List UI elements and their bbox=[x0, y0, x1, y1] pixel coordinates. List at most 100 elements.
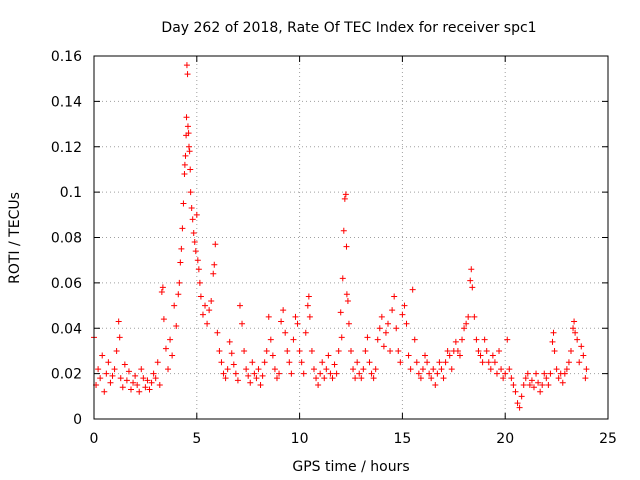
data-point bbox=[516, 404, 523, 411]
data-point bbox=[180, 200, 187, 207]
data-point bbox=[559, 379, 566, 386]
data-point bbox=[123, 377, 130, 384]
data-point bbox=[341, 195, 348, 202]
data-point bbox=[382, 329, 389, 336]
data-point bbox=[576, 359, 583, 366]
data-point bbox=[152, 375, 159, 382]
data-point bbox=[142, 384, 149, 391]
data-point bbox=[583, 366, 590, 373]
data-point bbox=[321, 375, 328, 382]
data-point bbox=[399, 311, 406, 318]
data-point bbox=[306, 313, 313, 320]
data-point bbox=[426, 370, 433, 377]
data-point bbox=[148, 379, 155, 386]
data-point bbox=[234, 377, 241, 384]
data-point bbox=[125, 368, 132, 375]
data-point bbox=[339, 275, 346, 282]
data-point bbox=[393, 325, 400, 332]
data-point bbox=[247, 379, 254, 386]
data-point bbox=[196, 279, 203, 286]
data-point bbox=[553, 366, 560, 373]
data-point bbox=[549, 338, 556, 345]
data-point bbox=[169, 352, 176, 359]
data-point bbox=[282, 329, 289, 336]
data-point bbox=[194, 257, 201, 264]
data-point bbox=[165, 366, 172, 373]
y-tick-label: 0.08 bbox=[51, 231, 82, 247]
data-point bbox=[150, 370, 157, 377]
data-point bbox=[401, 302, 408, 309]
data-point bbox=[374, 336, 381, 343]
data-point bbox=[491, 359, 498, 366]
data-point bbox=[188, 205, 195, 212]
data-point bbox=[99, 352, 106, 359]
data-point bbox=[514, 400, 521, 407]
data-point bbox=[530, 384, 537, 391]
data-point bbox=[539, 381, 546, 388]
data-point bbox=[220, 370, 227, 377]
data-point bbox=[489, 352, 496, 359]
data-point bbox=[182, 152, 189, 159]
data-point bbox=[317, 370, 324, 377]
data-point bbox=[193, 211, 200, 218]
data-point bbox=[333, 370, 340, 377]
data-point bbox=[550, 329, 557, 336]
data-point bbox=[286, 359, 293, 366]
y-tick-label: 0.12 bbox=[51, 140, 82, 156]
data-point bbox=[228, 350, 235, 357]
data-point bbox=[171, 302, 178, 309]
data-point bbox=[364, 334, 371, 341]
data-point bbox=[372, 366, 379, 373]
data-point bbox=[95, 366, 102, 373]
data-point bbox=[197, 293, 204, 300]
data-point bbox=[130, 379, 137, 386]
data-point bbox=[475, 347, 482, 354]
data-point bbox=[184, 123, 191, 130]
x-tick-label: 10 bbox=[291, 431, 309, 447]
data-point bbox=[403, 320, 410, 327]
data-point bbox=[413, 359, 420, 366]
data-point bbox=[128, 386, 135, 393]
data-point bbox=[167, 336, 174, 343]
data-point bbox=[477, 352, 484, 359]
data-point bbox=[296, 347, 303, 354]
data-point bbox=[508, 375, 515, 382]
data-point bbox=[571, 318, 578, 325]
data-point bbox=[512, 388, 519, 395]
data-point bbox=[105, 359, 112, 366]
grid-lines bbox=[94, 56, 608, 419]
data-point bbox=[117, 375, 124, 382]
data-point bbox=[107, 379, 114, 386]
data-point bbox=[276, 370, 283, 377]
data-point bbox=[267, 336, 274, 343]
data-point bbox=[298, 359, 305, 366]
data-point bbox=[304, 302, 311, 309]
data-point bbox=[257, 381, 264, 388]
data-point bbox=[452, 338, 459, 345]
y-tick-label: 0.06 bbox=[51, 276, 82, 292]
data-point bbox=[284, 347, 291, 354]
data-point bbox=[487, 366, 494, 373]
data-point bbox=[535, 379, 542, 386]
plot-frame bbox=[93, 55, 609, 420]
data-point bbox=[271, 366, 278, 373]
data-point bbox=[473, 336, 480, 343]
data-point bbox=[461, 325, 468, 332]
data-point bbox=[348, 347, 354, 354]
data-points bbox=[91, 62, 590, 411]
data-point bbox=[113, 347, 120, 354]
data-point bbox=[186, 148, 193, 155]
data-point bbox=[183, 62, 190, 69]
data-point bbox=[533, 370, 540, 377]
data-point bbox=[567, 347, 574, 354]
data-point bbox=[103, 370, 110, 377]
y-tick-label: 0.02 bbox=[51, 367, 82, 383]
data-point bbox=[362, 347, 369, 354]
data-point bbox=[288, 370, 295, 377]
data-point bbox=[315, 381, 322, 388]
data-point bbox=[230, 361, 237, 368]
data-point bbox=[224, 366, 231, 373]
data-point bbox=[241, 347, 248, 354]
data-point bbox=[407, 366, 414, 373]
